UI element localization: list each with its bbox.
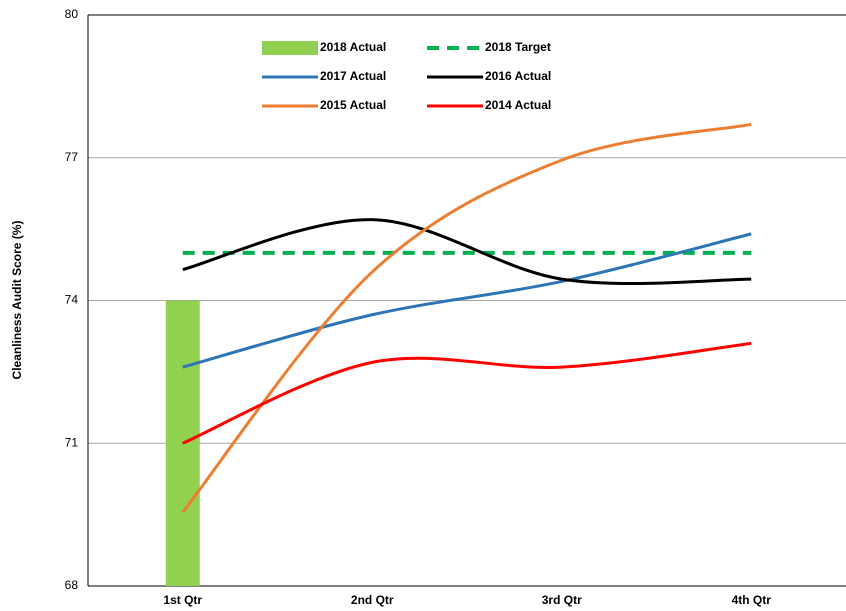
legend-label: 2018 Target <box>485 40 551 54</box>
legend-swatch <box>262 41 318 55</box>
series-line <box>181 122 752 514</box>
x-tick-label: 4th Qtr <box>732 593 772 607</box>
series-line <box>182 341 752 445</box>
x-tick-label: 1st Qtr <box>163 593 202 607</box>
legend-label: 2016 Actual <box>485 69 551 83</box>
legend-label: 2018 Actual <box>320 40 386 54</box>
series-line <box>182 218 752 285</box>
x-tick-label: 3rd Qtr <box>542 593 582 607</box>
legend-label: 2014 Actual <box>485 98 551 112</box>
y-tick-label: 68 <box>65 578 79 592</box>
x-tick-label: 2nd Qtr <box>351 593 394 607</box>
series-line <box>182 232 752 369</box>
legend-label: 2015 Actual <box>320 98 386 112</box>
y-axis-label: Cleanliness Audit Score (%) <box>10 221 24 380</box>
y-tick-label: 74 <box>65 293 79 307</box>
legend-label: 2017 Actual <box>320 69 386 83</box>
y-tick-label: 71 <box>65 435 79 449</box>
y-tick-label: 80 <box>65 7 79 21</box>
y-tick-label: 77 <box>65 150 79 164</box>
